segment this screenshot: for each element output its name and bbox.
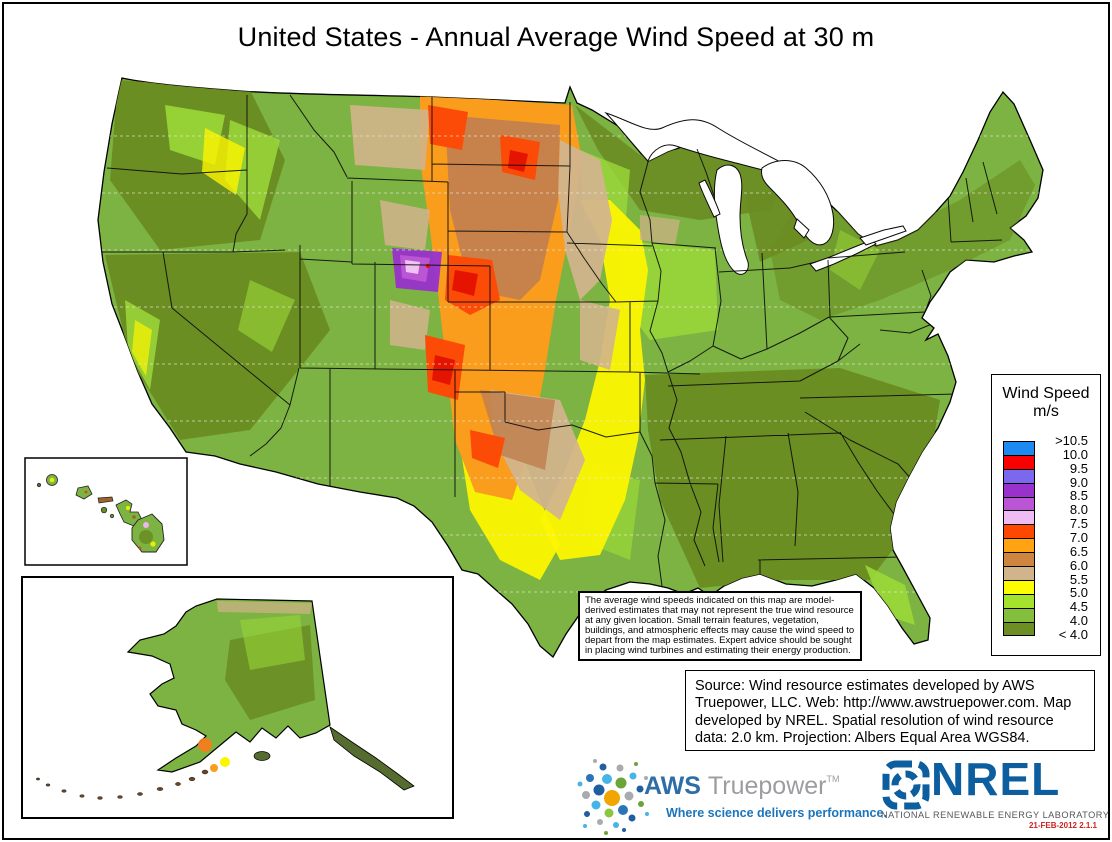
- source-box: Source: Wind resource estimates develope…: [685, 670, 1095, 751]
- legend-label: >10.5: [1055, 433, 1088, 448]
- aws-tagline: Where science delivers performance.: [666, 806, 887, 820]
- legend-label: 6.5: [1069, 543, 1088, 559]
- legend-swatch: [1004, 566, 1034, 580]
- legend-swatch: [1004, 454, 1034, 469]
- version-stamp: 21-FEB-2012 2.1.1: [1028, 821, 1097, 830]
- aws-dots-icon: [577, 759, 649, 835]
- lake-michigan: [713, 164, 749, 275]
- legend-swatch: [1004, 593, 1034, 608]
- legend-swatch: [1004, 552, 1034, 567]
- legend-swatch: [1004, 510, 1034, 525]
- legend-label: 7.5: [1069, 516, 1088, 532]
- nrel-icon: [882, 760, 930, 810]
- legend-label: 8.5: [1069, 488, 1088, 504]
- legend-label: 10.0: [1062, 446, 1088, 462]
- aws-truepower-logo: AWS TruepowerTM Where science delivers p…: [576, 756, 887, 840]
- legend-swatch: [1004, 482, 1034, 497]
- legend-label: 7.0: [1069, 530, 1088, 546]
- legend-swatch: [1004, 579, 1034, 594]
- lake-huron: [761, 160, 835, 246]
- legend-swatches: [1003, 441, 1035, 637]
- legend-label: 9.0: [1069, 474, 1088, 490]
- legend-swatch: [1004, 496, 1034, 511]
- great-lakes: [604, 111, 907, 275]
- aws-brand-bold: AWS: [644, 772, 701, 800]
- legend-label: 8.0: [1069, 502, 1088, 518]
- legend-labels: >10.5 10.0 9.5 9.0 8.5 8.0 7.5 7.0 6.5 6…: [1032, 434, 1088, 642]
- legend-swatch: [1004, 538, 1034, 553]
- legend-label: 4.0: [1069, 613, 1088, 629]
- wind-speed-legend: Wind Speed m/s >10.5 10.0 9.5 9.0 8.5 8.…: [991, 374, 1101, 656]
- legend-swatch: [1004, 607, 1034, 622]
- aws-trademark: TM: [826, 774, 840, 784]
- map-title: United States - Annual Average Wind Spee…: [237, 22, 875, 52]
- green-bay: [698, 179, 721, 218]
- nrel-logo: NREL NATIONAL RENEWABLE ENERGY LABORATOR…: [875, 753, 1109, 838]
- legend-units: m/s: [1033, 403, 1059, 420]
- legend-label: 5.5: [1069, 571, 1088, 587]
- nrel-subtitle: NATIONAL RENEWABLE ENERGY LABORATORY: [881, 810, 1110, 820]
- hawaii-inset: [24, 457, 188, 566]
- wyoming-high-wind-cluster: [392, 248, 442, 292]
- legend-title: Wind Speed: [1002, 385, 1090, 402]
- lake-ontario: [859, 225, 907, 246]
- nrel-wordmark: NREL: [931, 753, 1061, 805]
- legend-label: 5.0: [1069, 585, 1088, 601]
- aleutian-islands: [35, 769, 209, 800]
- legend-label: < 4.0: [1058, 627, 1088, 643]
- legend-swatch: [1004, 468, 1034, 483]
- legend-swatch: [1004, 524, 1034, 539]
- legend-swatch: [1004, 442, 1034, 455]
- saginaw-bay: [793, 218, 810, 239]
- legend-label: 4.5: [1069, 599, 1088, 615]
- state-borders: [98, 94, 1003, 587]
- alaska-inset: [21, 576, 454, 819]
- legend-swatch: [1004, 621, 1034, 636]
- wind-speed-regions: [98, 80, 1043, 625]
- aws-brand-light: Truepower: [707, 772, 827, 800]
- legend-label: 9.5: [1069, 460, 1088, 476]
- aws-wordmark: AWS TruepowerTM: [644, 772, 839, 801]
- lake-erie: [809, 239, 877, 272]
- legend-label: 6.0: [1069, 557, 1088, 573]
- disclaimer-box: The average wind speeds indicated on thi…: [578, 591, 862, 661]
